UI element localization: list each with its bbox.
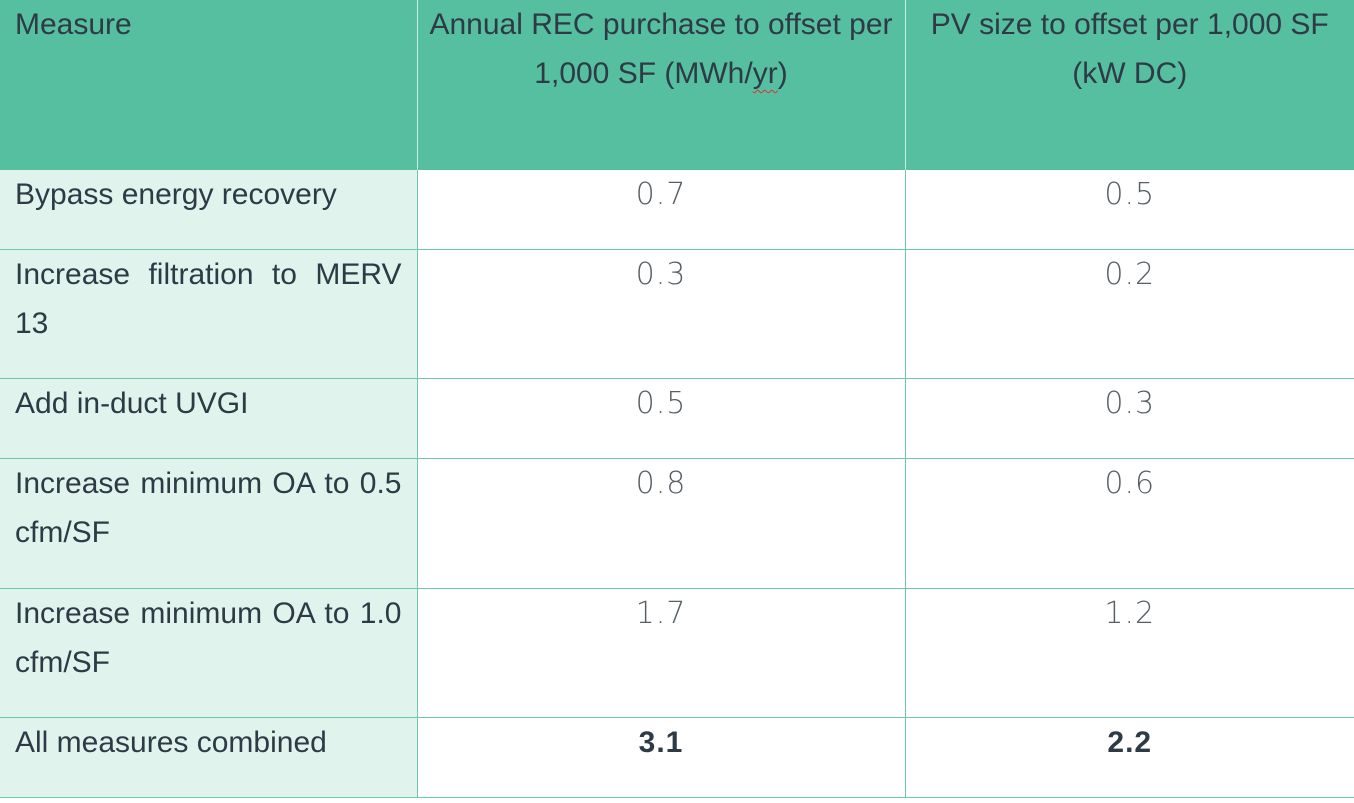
rec-value-cell: 0.8 [417,458,906,589]
table-row: Add in-duct UVGI 0.5 0.3 [0,378,1354,459]
table-row: Increase filtration to MERV 13 0.3 0.2 [0,249,1354,379]
measure-cell: Increase minimum OA to 1.0 cfm/SF [0,588,418,718]
table-row: Increase minimum OA to 0.5 cfm/SF 0.8 0.… [0,458,1354,589]
measure-cell: Bypass energy recovery [0,170,418,250]
header-pv-size: PV size to offset per 1,000 SF (kW DC) [905,0,1354,170]
table-row-total: All measures combined 3.1 2.2 [0,717,1354,798]
header-row: Measure Annual REC purchase to offset pe… [0,0,1354,170]
rec-value-cell: 0.3 [417,249,906,379]
header-rec-purchase: Annual REC purchase to offset per 1,000 … [417,0,906,170]
header-measure: Measure [0,0,418,170]
rec-value-cell: 0.5 [417,378,906,459]
measure-cell: Increase filtration to MERV 13 [0,249,418,379]
pv-total-cell: 2.2 [905,717,1354,798]
pv-value-cell: 0.3 [905,378,1354,459]
rec-value-cell: 1.7 [417,588,906,718]
pv-value-cell: 0.2 [905,249,1354,379]
measure-cell: Increase minimum OA to 0.5 cfm/SF [0,458,418,589]
table-row: Bypass energy recovery 0.7 0.5 [0,170,1354,250]
rec-value-cell: 0.7 [417,170,906,250]
pv-value-cell: 1.2 [905,588,1354,718]
measure-cell: All measures combined [0,717,418,798]
measure-cell: Add in-duct UVGI [0,378,418,459]
spellcheck-underlined-word: yr [752,57,778,90]
rec-total-cell: 3.1 [417,717,906,798]
pv-value-cell: 0.6 [905,458,1354,589]
table-row: Increase minimum OA to 1.0 cfm/SF 1.7 1.… [0,588,1354,718]
pv-value-cell: 0.5 [905,170,1354,250]
